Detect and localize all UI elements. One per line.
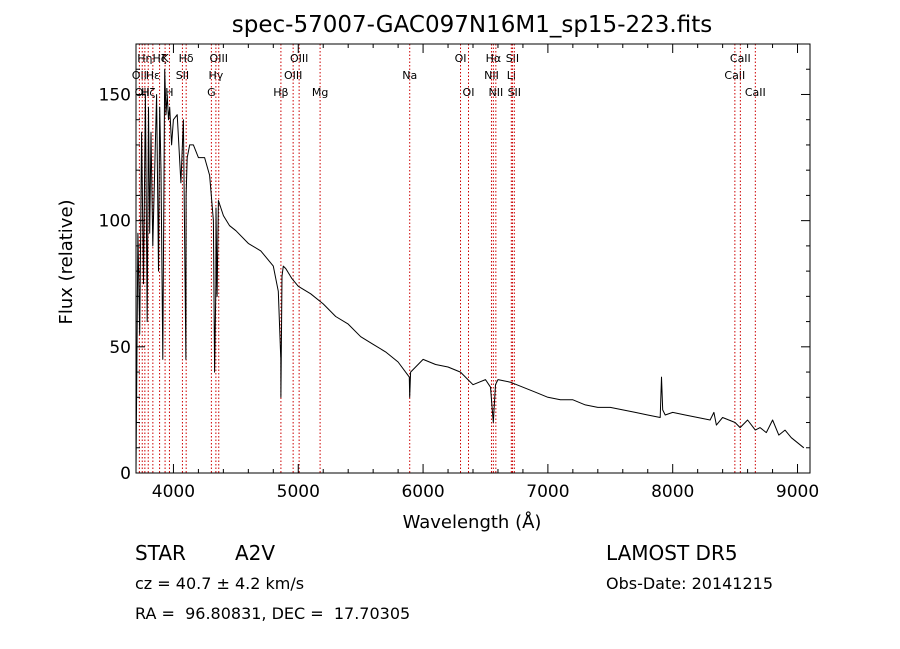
line-marker-label-21: Hα [486,52,502,65]
line-marker-label-25: SII [508,86,521,99]
line-marker-label-20: NII [484,69,499,82]
line-marker-label-26: CaII [724,69,745,82]
line-marker-label-5: Hζ [152,52,166,65]
redshift-velocity: cz = 40.7 ± 4.2 km/s [135,574,305,593]
line-marker-label-19: OI [463,86,475,99]
chart-title: spec-57007-GAC097N16M1_sp15-223.fits [232,12,712,38]
x-tick-label-0: 4000 [152,482,195,502]
x-tick-label-4: 8000 [651,482,694,502]
line-marker-label-4: Hε [146,69,160,82]
line-marker-label-10: G [207,86,216,99]
spectrum-series [135,68,805,474]
object-subclass: A2V [235,541,276,565]
line-marker-label-7: H [165,86,173,99]
sky-coordinates: RA = 96.80831, DEC = 17.70305 [135,604,411,623]
line-marker-label-11: Hγ [208,69,223,82]
y-tick-label-3: 150 [99,85,131,105]
line-marker-label-23: Li [507,69,516,82]
x-tick-label-1: 5000 [277,482,320,502]
line-marker-label-3: Hζ [141,86,155,99]
axes: 4000 5000 6000 7000 8000 9000 0 50 100 150 [99,44,819,502]
line-marker-label-27: CaII [730,52,751,65]
line-marker-label-14: OIII [284,69,302,82]
line-marker-label-13: Hβ [273,86,288,99]
spectrum-line-0 [135,68,805,474]
x-tick-label-3: 7000 [526,482,569,502]
line-marker-label-24: SII [506,52,519,65]
line-marker-label-28: CaII [745,86,766,99]
line-marker-label-17: Na [402,69,417,82]
object-class: STAR [135,541,186,565]
line-marker-label-16: Mg [312,86,328,99]
line-marker-label-8: SII [176,69,189,82]
line-marker-label-9: Hδ [179,52,194,65]
spectrum-chart: spec-57007-GAC097N16M1_sp15-223.fits OII… [56,12,819,533]
line-marker-label-6: K [161,52,169,65]
line-marker-label-15: OIII [290,52,308,65]
line-marker-label-22: NII [488,86,503,99]
line-marker-label-2: Hη [137,52,152,65]
y-tick-label-1: 50 [109,338,131,358]
line-marker-label-18: OI [455,52,467,65]
y-tick-label-2: 100 [99,212,131,232]
x-axis-label: Wavelength (Å) [403,511,542,533]
x-tick-label-5: 9000 [776,482,819,502]
observation-date: Obs-Date: 20141215 [606,574,774,593]
y-axis-label: Flux (relative) [56,199,77,324]
survey-name: LAMOST DR5 [606,541,738,565]
x-tick-label-2: 6000 [401,482,444,502]
plot-frame [135,43,811,474]
y-tick-label-0: 0 [120,464,131,484]
line-markers: OIIOIIHηHζHεHζKHSIIHδGHγOIIIHβOIIIOIIIMg… [132,44,766,473]
line-marker-label-1: OII [135,86,150,99]
line-marker-label-12: OIII [210,52,228,65]
